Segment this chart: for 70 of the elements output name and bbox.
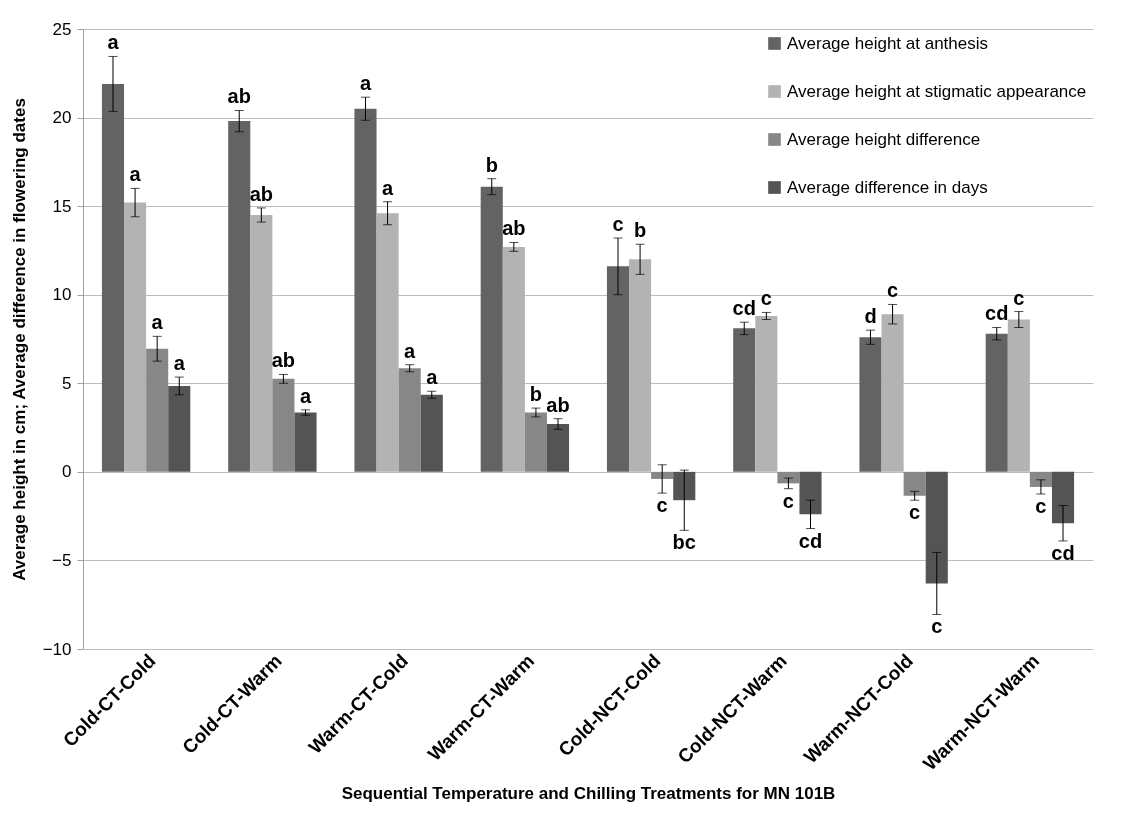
data-label: c: [931, 615, 943, 638]
bar: [1051, 471, 1075, 524]
y-tick-label: 10: [52, 285, 72, 305]
bar: [546, 424, 570, 472]
data-label: c: [612, 213, 624, 236]
data-label: a: [299, 384, 312, 407]
y-axis-title: Average height in cm; Average difference in flowering dates: [9, 98, 29, 581]
data-label: a: [173, 352, 186, 375]
legend-label: Average height at stigmatic appearance: [787, 81, 1087, 101]
data-label: a: [151, 311, 164, 334]
data-label: c: [1013, 286, 1025, 309]
data-label: c: [887, 279, 899, 302]
bar: [903, 471, 926, 496]
x-axis-title: Sequential Temperature and Chilling Treatments for MN 101B: [341, 784, 836, 804]
data-label: d: [864, 305, 877, 328]
data-label: a: [404, 339, 417, 362]
data-label: c: [656, 494, 668, 517]
legend-label: Average difference in days: [787, 177, 988, 197]
bar: [354, 108, 377, 472]
data-label: c: [1035, 495, 1047, 517]
y-tick-label: 15: [52, 196, 72, 216]
data-label: ab: [227, 85, 251, 108]
bar: [146, 348, 169, 472]
data-label: a: [382, 176, 395, 199]
data-label: a: [359, 72, 372, 95]
data-label: a: [426, 366, 439, 389]
y-tick-label: 5: [62, 373, 72, 393]
data-label: ab: [271, 349, 296, 372]
data-label: bc: [672, 531, 696, 554]
bar: [420, 394, 443, 472]
bar: [651, 471, 674, 479]
data-label: cd: [798, 529, 823, 552]
y-tick-label: −10: [42, 639, 72, 659]
legend-label: Average height difference: [787, 129, 981, 149]
data-label: cd: [985, 302, 1009, 325]
data-label: b: [485, 153, 498, 176]
bar: [524, 412, 547, 472]
data-label: cd: [732, 297, 756, 320]
bar: [606, 266, 630, 472]
y-tick-label: 25: [52, 19, 72, 39]
bar: [859, 337, 882, 472]
y-tick-label: 20: [52, 108, 72, 128]
data-label: cd: [1051, 541, 1075, 564]
data-label: b: [529, 383, 543, 406]
bar: [398, 368, 421, 472]
bar: [294, 412, 317, 472]
data-label: c: [760, 287, 772, 310]
data-label: c: [782, 489, 794, 512]
bar: [101, 83, 125, 472]
data-label: ab: [546, 393, 570, 416]
bar: [1029, 471, 1052, 487]
bar: [480, 186, 503, 472]
data-label: a: [107, 31, 120, 54]
y-tick-label: 0: [62, 462, 72, 482]
y-tick-label: −5: [52, 550, 72, 570]
data-label: a: [129, 163, 142, 186]
bar: [673, 471, 696, 501]
bar: [228, 121, 251, 472]
bar: [733, 328, 756, 472]
data-label: ab: [249, 182, 273, 205]
data-label: c: [909, 501, 921, 524]
bar: [799, 471, 822, 515]
bar: [777, 471, 800, 484]
bar: [925, 471, 948, 584]
data-label: ab: [502, 217, 526, 240]
bar: [168, 385, 191, 472]
legend-label: Average height at anthesis: [787, 33, 988, 53]
bar: [985, 333, 1008, 472]
bar: [272, 378, 295, 472]
data-label: b: [633, 219, 647, 242]
